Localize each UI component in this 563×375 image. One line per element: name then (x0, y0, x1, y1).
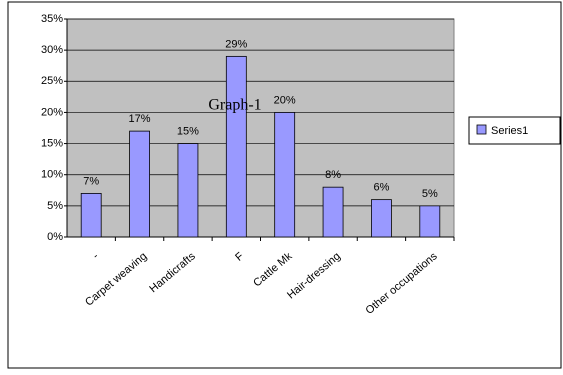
y-tick-label: 0% (47, 231, 63, 243)
data-label: 8% (325, 169, 341, 181)
y-tick-label: 10% (41, 169, 63, 181)
bar (80, 192, 102, 238)
y-tick-label: 5% (47, 200, 63, 212)
bar (371, 199, 392, 238)
y-tick-label: 15% (41, 137, 63, 149)
data-label: 5% (422, 188, 438, 200)
data-label: 17% (129, 113, 151, 125)
data-label: 15% (177, 125, 199, 137)
bar (129, 130, 150, 238)
legend-swatch (476, 124, 487, 135)
bar (177, 143, 199, 238)
y-tick-label: 20% (41, 106, 63, 118)
x-tick-label: - (90, 250, 101, 262)
data-label: 29% (225, 38, 247, 50)
legend-label: Series1 (491, 125, 528, 137)
y-tick-label: 30% (41, 44, 63, 56)
bar (225, 55, 247, 238)
annotation: Graph-1 (208, 97, 261, 114)
plot-area (66, 18, 455, 238)
y-tick-label: 25% (41, 75, 63, 87)
bar (419, 205, 441, 238)
y-tick-label: 35% (41, 13, 63, 25)
bar (274, 112, 296, 238)
data-label: 7% (83, 175, 99, 187)
bar (322, 186, 344, 238)
data-label: 6% (373, 182, 389, 194)
data-label: 20% (274, 94, 296, 106)
